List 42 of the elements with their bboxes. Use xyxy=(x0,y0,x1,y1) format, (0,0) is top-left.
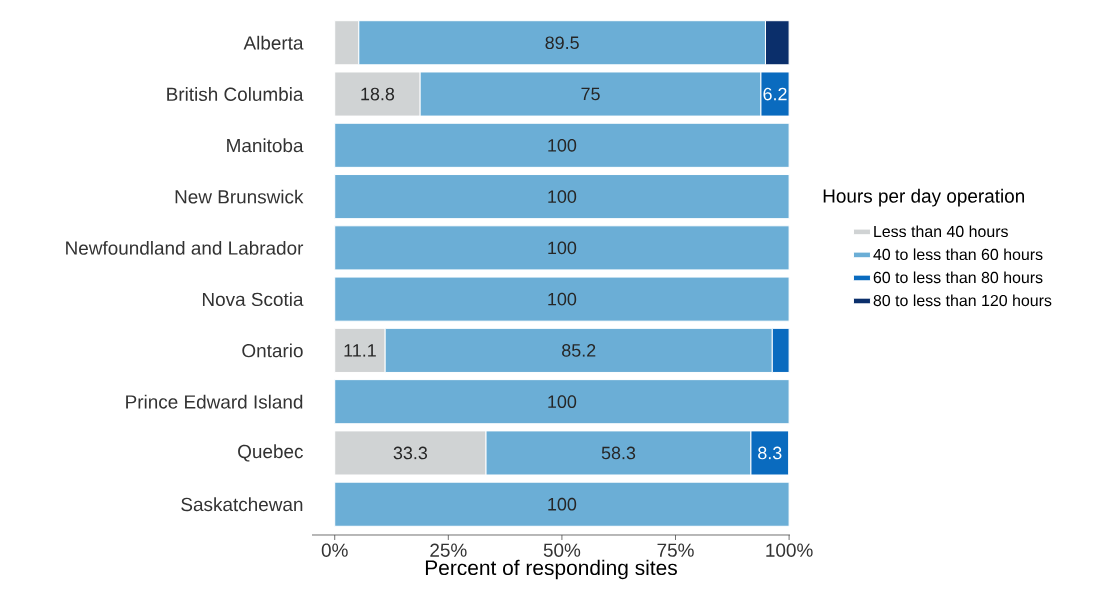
legend-label: 80 to less than 120 hours xyxy=(873,294,1052,307)
data-label: 100 xyxy=(548,292,577,306)
legend-label: 60 to less than 80 hours xyxy=(873,271,1043,284)
data-label: 8.3 xyxy=(758,446,782,460)
x-tick-label: 50% xyxy=(543,543,581,557)
y-tick-label: Quebec xyxy=(238,444,303,462)
data-label: 11.1 xyxy=(344,344,376,357)
data-label: 85.2 xyxy=(562,344,596,357)
bar xyxy=(334,122,790,168)
y-tick-label: Alberta xyxy=(243,35,304,50)
x-tick-label: 0% xyxy=(321,543,348,557)
bar xyxy=(334,276,790,322)
data-label: 89.5 xyxy=(545,36,579,50)
y-tick-label: British Columbia xyxy=(167,87,304,101)
y-tick-label: Newfoundland and Labrador xyxy=(66,240,304,255)
x-tick-label: 100% xyxy=(766,543,813,557)
bar xyxy=(334,174,790,220)
y-tick-label: Manitoba xyxy=(227,138,304,153)
x-axis-title: Percent of responding sites xyxy=(425,559,677,580)
data-label: 58.3 xyxy=(601,446,636,460)
legend-title: Hours per day operation xyxy=(823,188,1025,207)
legend-label: Less than 40 hours xyxy=(874,225,1008,238)
data-label: 18.8 xyxy=(361,87,395,101)
bar xyxy=(334,481,790,527)
data-label: 100 xyxy=(548,497,577,511)
y-tick-label: Ontario xyxy=(242,343,303,358)
y-tick-label: New Brunswick xyxy=(175,189,304,204)
legend-label: 40 to less than 60 hours xyxy=(873,248,1043,261)
data-label: 33.3 xyxy=(393,446,428,460)
data-label: 100 xyxy=(548,241,577,255)
data-label: 100 xyxy=(548,138,577,152)
data-label: 100 xyxy=(548,190,577,203)
y-tick-label: Nova Scotia xyxy=(202,292,304,307)
y-tick-label: Prince Edward Island xyxy=(126,394,303,409)
data-label: 6.2 xyxy=(763,87,787,101)
x-tick-label: 25% xyxy=(430,543,467,557)
bar xyxy=(334,225,790,271)
x-tick-label: 75% xyxy=(657,543,694,557)
bar xyxy=(334,379,790,425)
y-tick-label: Saskatchewan xyxy=(181,497,303,512)
data-label: 75 xyxy=(581,87,600,101)
data-label: 100 xyxy=(548,395,577,409)
